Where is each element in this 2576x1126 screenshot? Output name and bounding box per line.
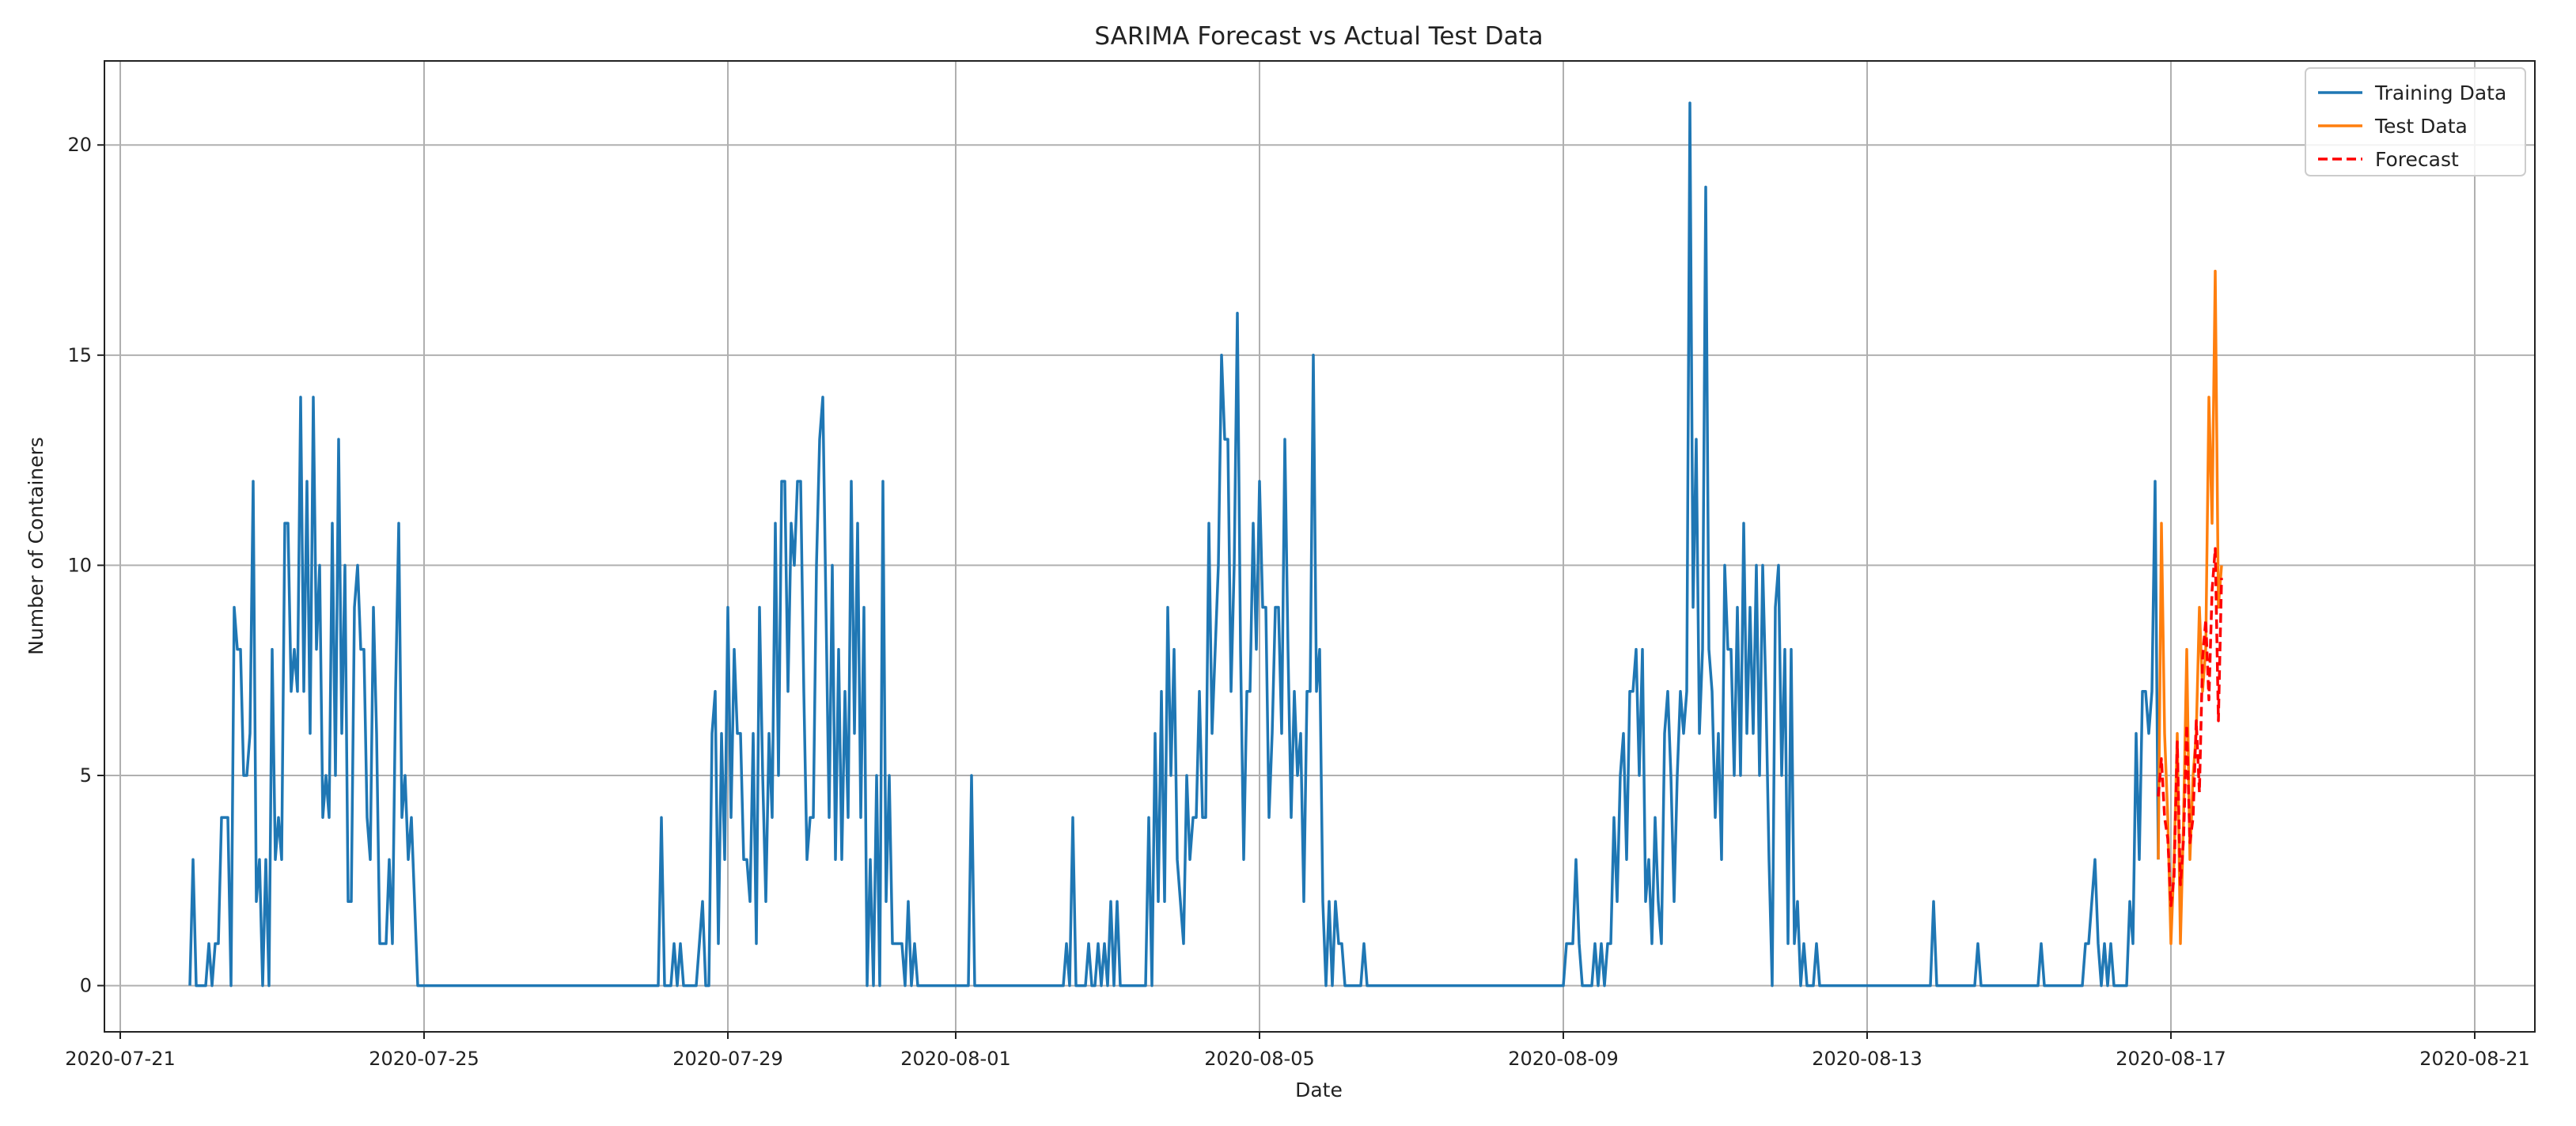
y-tick-label: 0 <box>80 975 92 997</box>
series-line-training-data <box>188 101 2160 988</box>
y-axis-label: Number of Containers <box>25 437 47 655</box>
x-tick-label: 2020-08-17 <box>2116 1048 2226 1070</box>
x-tick-label: 2020-08-05 <box>1204 1048 1314 1070</box>
x-tick-label: 2020-08-09 <box>1508 1048 1618 1070</box>
y-tick-label: 15 <box>67 344 92 366</box>
x-tick-label: 2020-08-01 <box>900 1048 1010 1070</box>
grid-layer <box>104 61 2535 1032</box>
series-line-forecast <box>2157 547 2223 908</box>
legend-entry-label: Forecast <box>2375 148 2459 171</box>
y-tick-label: 10 <box>67 554 92 576</box>
legend: Training Data Test Data Forecast <box>2305 67 2526 176</box>
series-line-test-data <box>2157 269 2223 946</box>
tick-layer: 2020-07-21 2020-07-25 2020-07-29 2020-08-01… <box>65 134 2529 1070</box>
plot-frame <box>104 60 2536 1033</box>
x-tick-label: 2020-07-21 <box>65 1048 175 1070</box>
y-tick-label: 5 <box>80 764 92 787</box>
x-tick-label: 2020-08-13 <box>1812 1048 1922 1070</box>
x-tick-label: 2020-08-21 <box>2419 1048 2529 1070</box>
x-axis-label: Date <box>1295 1079 1343 1101</box>
legend-entry-label: Training Data <box>2374 82 2506 104</box>
series-layer <box>188 101 2223 988</box>
y-tick-label: 20 <box>67 134 92 156</box>
legend-entry-label: Test Data <box>2374 115 2468 138</box>
chart-title: SARIMA Forecast vs Actual Test Data <box>1094 22 1543 51</box>
x-tick-label: 2020-07-25 <box>369 1048 479 1070</box>
legend-frame <box>2305 67 2526 176</box>
x-tick-label: 2020-07-29 <box>672 1048 782 1070</box>
